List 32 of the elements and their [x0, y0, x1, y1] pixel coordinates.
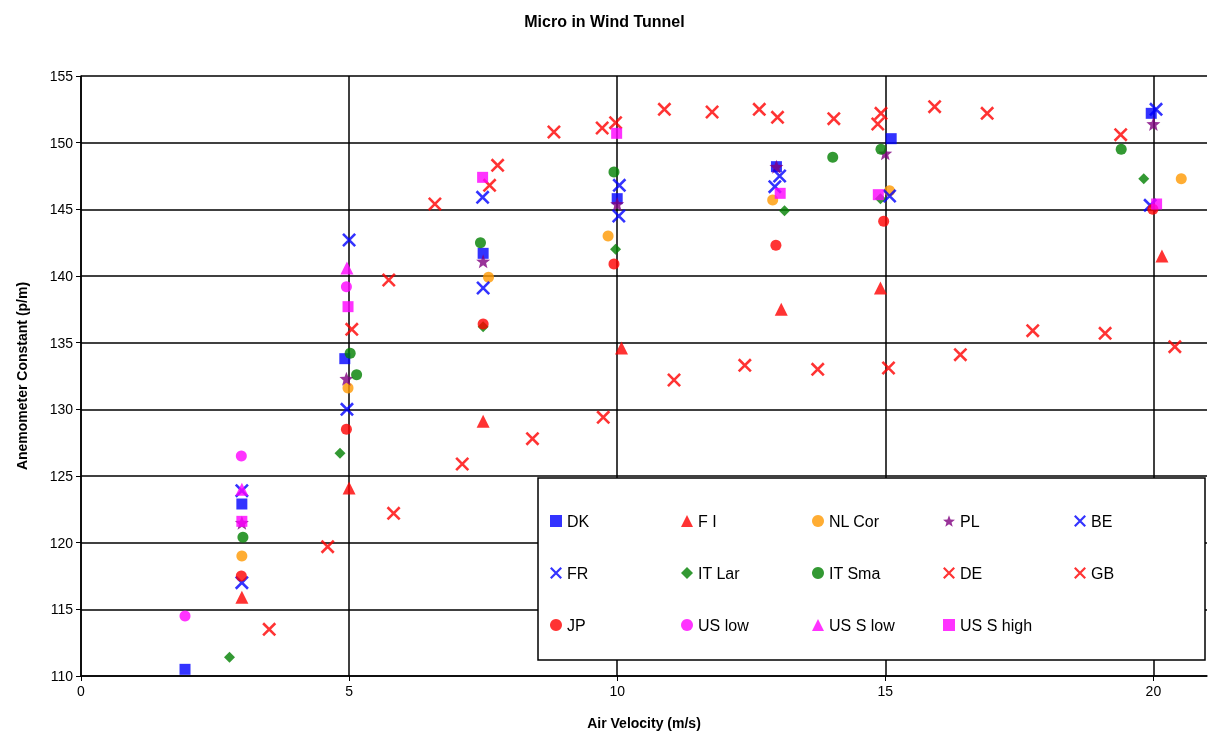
x-tick-label: 15	[877, 683, 894, 699]
legend-label: US low	[698, 616, 750, 634]
legend-label: GB	[1091, 564, 1115, 582]
y-tick-label: 140	[49, 268, 74, 284]
legend-label: IT Lar	[698, 564, 741, 582]
legend-label: NL Cor	[829, 512, 880, 530]
y-tick-label: 145	[49, 201, 74, 218]
legend-label: IT Sma	[829, 564, 881, 582]
legend-label: BE	[1091, 512, 1113, 530]
y-axis-title: Anemometer Constant (p/m)	[14, 281, 30, 471]
chart-title: Micro in Wind Tunnel	[524, 12, 685, 30]
legend-label: US S low	[829, 616, 896, 634]
y-tick-label: 135	[49, 334, 74, 351]
x-tick-label: 5	[345, 683, 354, 699]
legend-label: JP	[567, 616, 586, 634]
y-tick-label: 155	[49, 68, 74, 84]
legend-label: PL	[960, 512, 980, 530]
y-tick-label: 150	[49, 134, 74, 151]
x-axis-title: Air Velocity (m/s)	[587, 715, 701, 731]
x-tick-label: 20	[1145, 683, 1162, 699]
y-tick-label: 130	[49, 401, 74, 418]
legend-label: US S high	[960, 616, 1033, 634]
y-tick-label: 125	[49, 468, 74, 484]
x-tick-label: 0	[77, 683, 86, 699]
x-tick-label: 10	[609, 683, 626, 699]
legend-label: DE	[960, 564, 983, 582]
legend-label: DK	[567, 512, 590, 530]
legend-label: F I	[698, 512, 717, 530]
legend-label: FR	[567, 564, 589, 582]
y-tick-label: 110	[50, 668, 74, 684]
y-tick-label: 120	[49, 534, 74, 551]
y-tick-label: 115	[50, 601, 74, 618]
